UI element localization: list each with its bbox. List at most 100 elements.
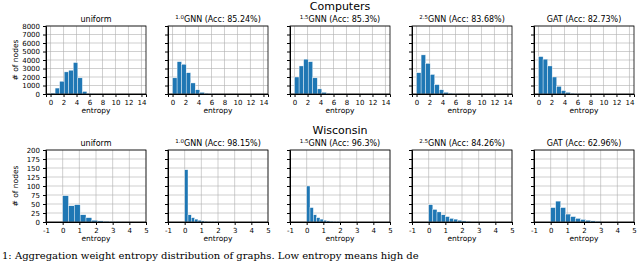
grid xyxy=(290,26,390,94)
tick-mark xyxy=(165,186,168,187)
histogram-bar xyxy=(69,70,74,94)
tick-mark xyxy=(481,94,482,97)
tick-mark xyxy=(443,94,444,97)
histogram-bar xyxy=(310,208,313,222)
tick-label: 0 xyxy=(427,227,431,235)
plot-frame xyxy=(412,26,512,94)
y-axis xyxy=(409,27,413,95)
tick-label: 0 xyxy=(183,227,187,235)
y-tick xyxy=(531,26,534,27)
y-tick xyxy=(287,86,290,87)
tick-label: -1 xyxy=(165,227,172,235)
plot-frame xyxy=(290,26,390,94)
tick-mark xyxy=(165,150,168,151)
y-tick xyxy=(165,150,168,151)
tick-mark xyxy=(102,94,103,97)
x-tick: 4 xyxy=(75,94,80,107)
tick-mark xyxy=(531,177,534,178)
x-tick: 2 xyxy=(306,94,310,107)
tick-mark xyxy=(287,186,290,187)
tick-mark xyxy=(43,69,46,70)
x-tick: 14 xyxy=(137,94,146,107)
tick-label: 25 xyxy=(31,210,40,218)
tick-mark xyxy=(372,94,373,97)
grid-line xyxy=(168,168,268,169)
tick-mark xyxy=(584,222,585,225)
x-axis-title: entropy xyxy=(203,106,233,115)
tick-label: 4 xyxy=(319,99,324,107)
grid-line xyxy=(534,213,634,214)
tick-mark xyxy=(43,186,46,187)
grid-line xyxy=(534,60,634,61)
tick-mark xyxy=(373,222,374,225)
tick-mark xyxy=(77,94,78,97)
tick-label: 2000 xyxy=(22,74,40,82)
y-tick xyxy=(409,195,412,196)
tick-mark xyxy=(287,86,290,87)
x-axis-title: entropy xyxy=(569,234,599,243)
x-axis-title: entropy xyxy=(81,234,111,243)
subplot-title: 2.5GNN (Acc: 83.68%) xyxy=(419,14,505,24)
tick-mark xyxy=(165,168,168,169)
tick-mark xyxy=(409,177,412,178)
y-tick: 175 xyxy=(27,156,46,164)
tick-mark xyxy=(287,159,290,160)
y-tick xyxy=(287,94,290,95)
grid xyxy=(168,26,268,94)
histogram-bar xyxy=(317,89,322,94)
y-tick xyxy=(409,43,412,44)
y-tick: 25 xyxy=(31,210,46,218)
tick-mark xyxy=(287,77,290,78)
axis-line xyxy=(413,95,513,98)
x-tick: 0 xyxy=(293,94,297,107)
tick-label: 2 xyxy=(306,99,310,107)
y-tick xyxy=(409,150,412,151)
grid-line xyxy=(290,34,390,35)
y-tick xyxy=(287,43,290,44)
histogram-bar xyxy=(571,217,576,222)
grid-line xyxy=(168,43,268,44)
tick-label: 2 xyxy=(62,99,66,107)
tick-mark xyxy=(531,213,534,214)
tick-mark xyxy=(79,222,80,225)
tick-mark xyxy=(287,195,290,196)
y-tick xyxy=(531,150,534,151)
histogram-bar xyxy=(317,218,320,222)
tick-label: 4 xyxy=(616,227,621,235)
tick-label: 10 xyxy=(234,99,243,107)
y-tick xyxy=(165,177,168,178)
tick-mark xyxy=(113,222,114,225)
tick-mark xyxy=(531,159,534,160)
tick-label: 4 xyxy=(494,227,499,235)
y-tick xyxy=(287,213,290,214)
y-tick xyxy=(287,159,290,160)
y-tick xyxy=(409,204,412,205)
grid-line xyxy=(534,34,634,35)
tick-mark xyxy=(409,60,412,61)
grid-line xyxy=(534,204,634,205)
histogram-bar xyxy=(185,170,188,222)
tick-mark xyxy=(287,213,290,214)
tick-label: 2 xyxy=(550,99,554,107)
tick-mark xyxy=(429,222,430,225)
grid xyxy=(46,26,146,94)
x-tick: 5 xyxy=(144,222,148,235)
subplot: -10123451.5GNN (Acc: 96.3%)entropy xyxy=(287,138,393,243)
axis-line xyxy=(47,223,147,226)
tick-mark xyxy=(43,77,46,78)
y-tick xyxy=(409,159,412,160)
grid-line xyxy=(412,177,512,178)
tick-label: 0 xyxy=(49,99,53,107)
histogram-bar xyxy=(320,219,323,222)
tick-mark xyxy=(96,222,97,225)
tick-label: 7000 xyxy=(22,31,40,39)
subplot-title: 2.5GNN (Acc: 84.26%) xyxy=(419,138,505,148)
y-tick xyxy=(165,35,168,36)
tick-mark xyxy=(539,94,540,97)
x-axis-title: entropy xyxy=(325,234,355,243)
grid-line xyxy=(46,77,146,78)
tick-mark xyxy=(346,94,347,97)
histogram-bar xyxy=(561,208,566,222)
x-tick: 12 xyxy=(247,94,256,107)
tick-label: 14 xyxy=(137,99,146,107)
